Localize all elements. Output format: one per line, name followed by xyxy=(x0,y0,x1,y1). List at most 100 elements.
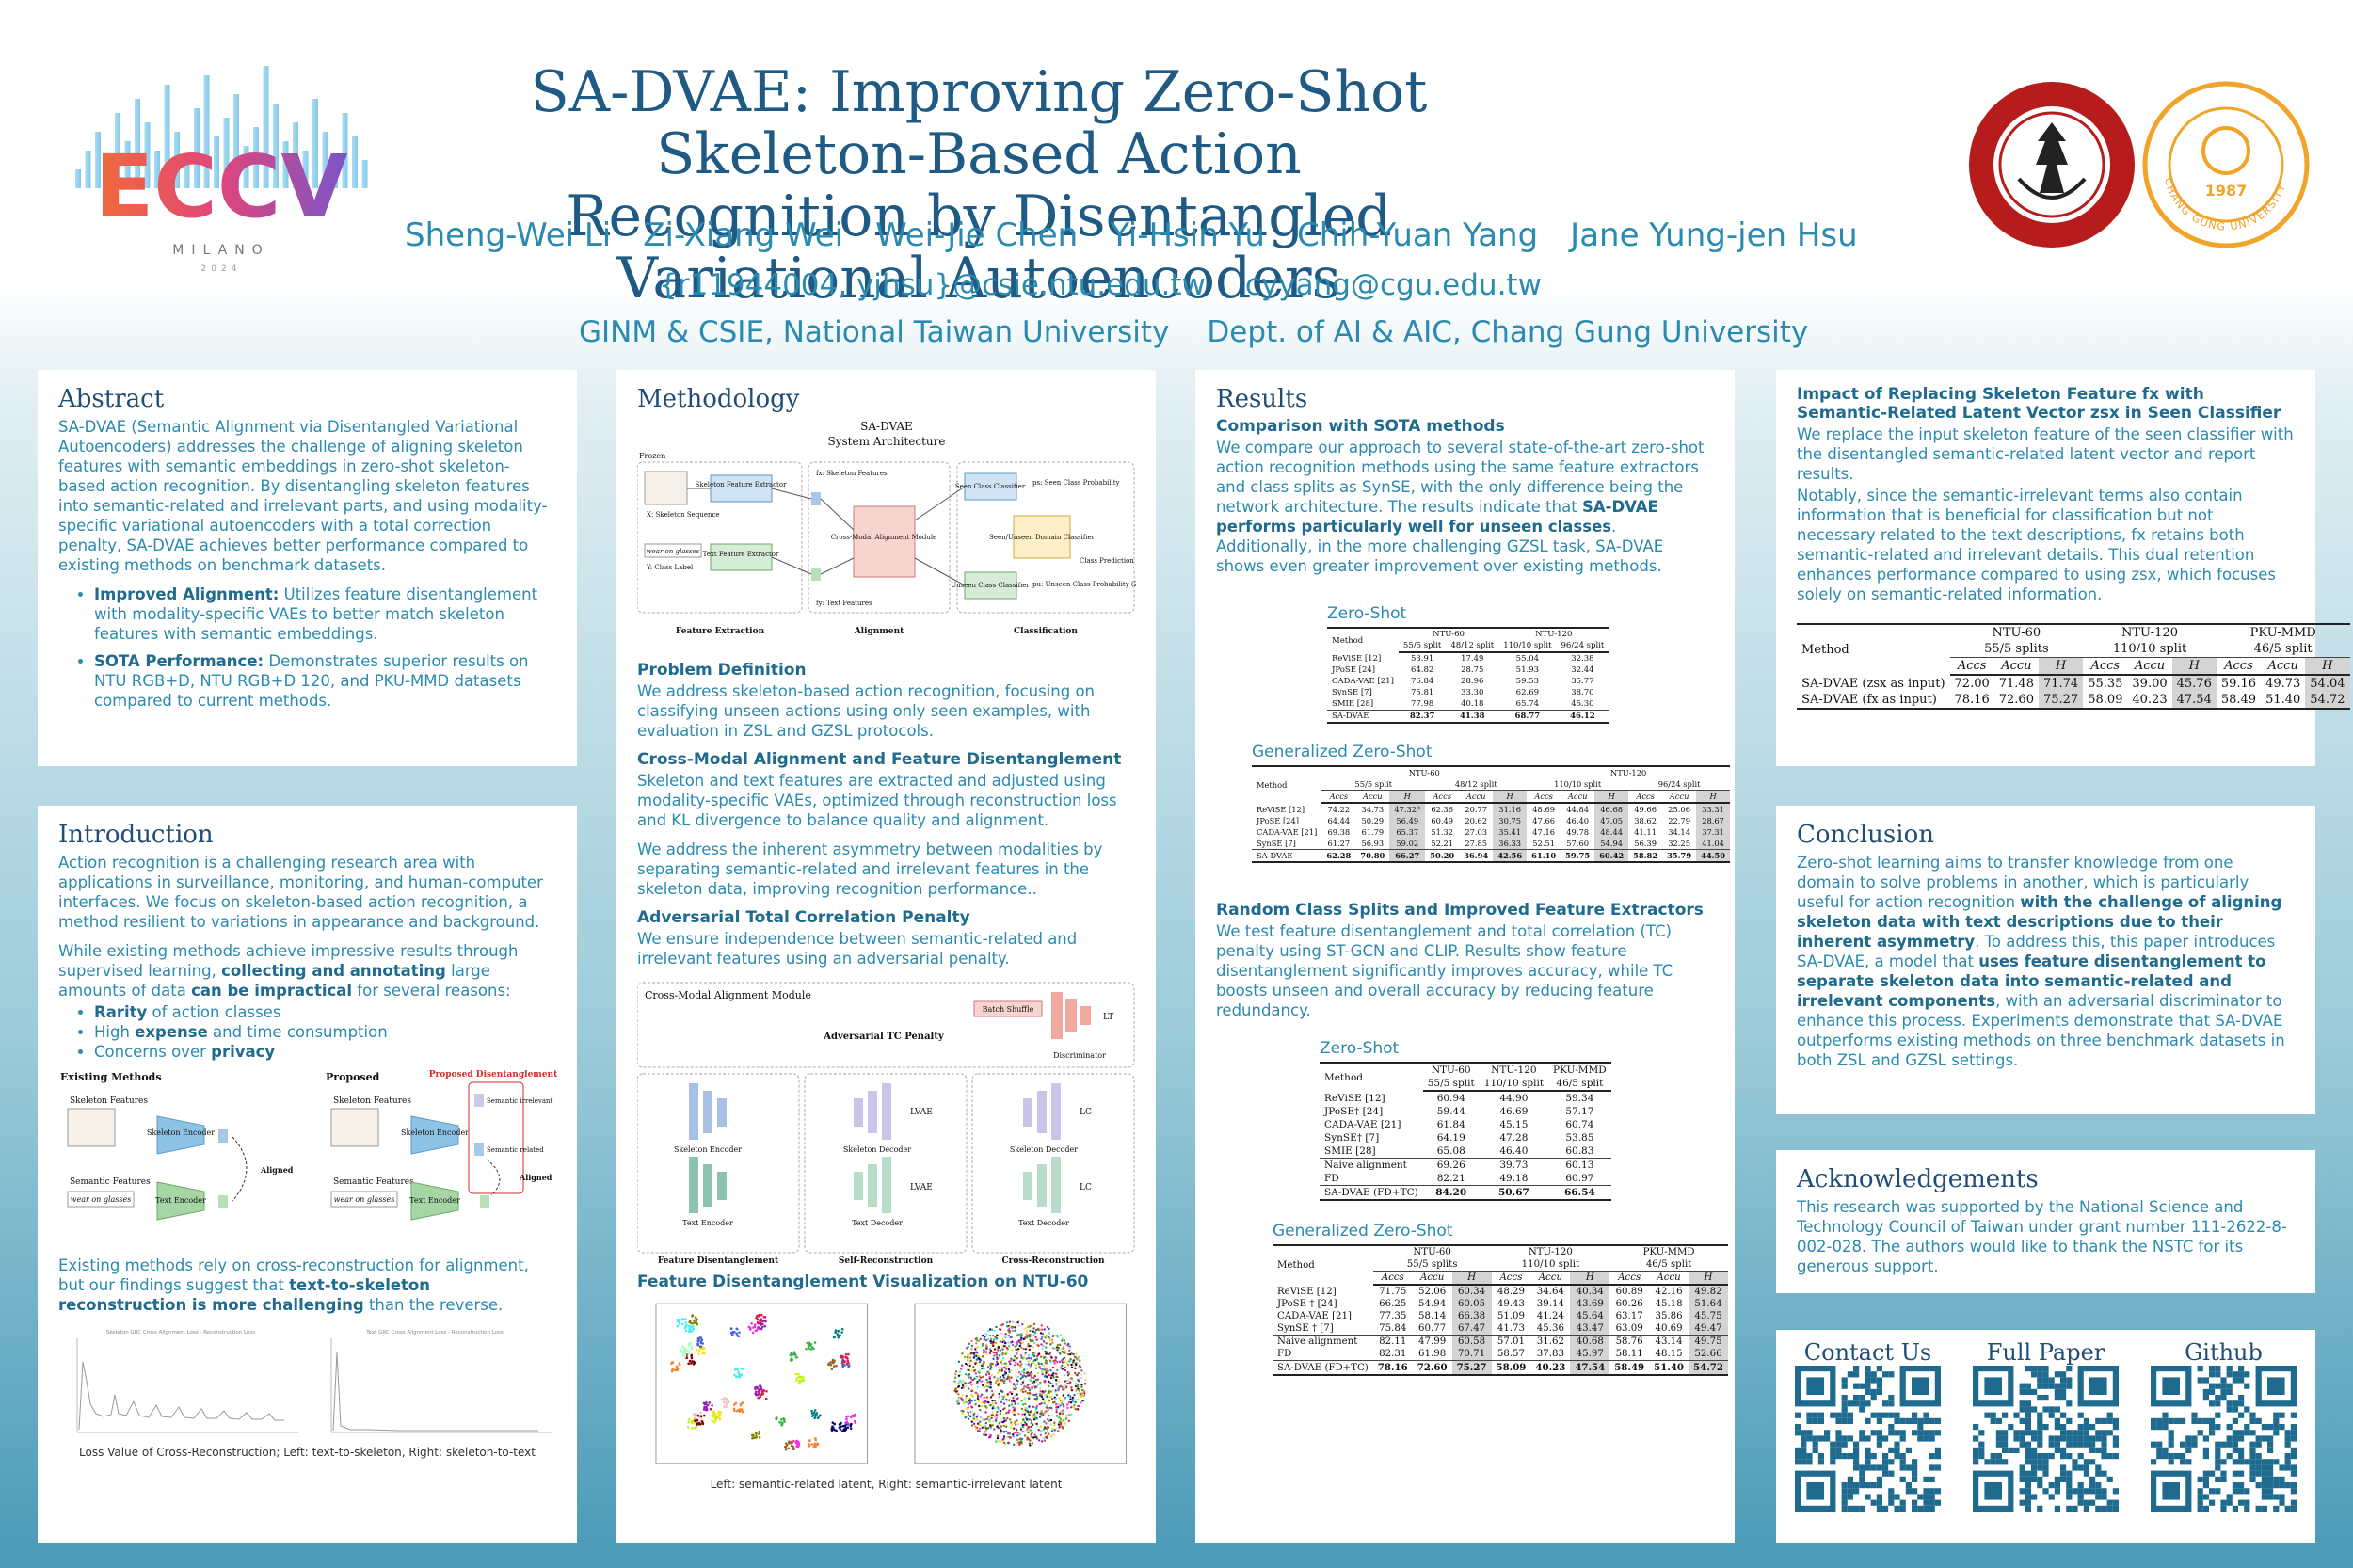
github-qr-code[interactable] xyxy=(2151,1366,2297,1512)
fig2-lvae-2: LVAE xyxy=(910,1183,933,1192)
cell: 71.48 xyxy=(1998,677,2034,691)
zs-title: Zero-Shot xyxy=(1327,604,1407,623)
cell: 41.04 xyxy=(1696,838,1731,850)
row-method: SA-DVAE (fx as input) xyxy=(1797,692,1950,710)
tsne-plots xyxy=(637,1299,1135,1478)
author-3: Wei-Jie Chen xyxy=(875,216,1079,254)
cell: 51.40 xyxy=(1649,1360,1689,1376)
cell: 59.53 xyxy=(1515,677,1540,686)
abstract-bullets: Improved Alignment: Utilizes feature dis… xyxy=(58,584,556,711)
sub-header: H xyxy=(1451,1271,1492,1286)
table-row: ReViSE [12] 53.91 17.49 55.04 32.38 xyxy=(1327,652,1609,664)
group-header: PKU-MMD xyxy=(2216,623,2350,641)
author-list: Sheng-Wei Li Zi-Xiang Wei Wei-Jie Chen Yi-H… xyxy=(405,216,1958,254)
affil-ntu: GINM & CSIE, National Taiwan University xyxy=(579,315,1170,349)
cell: 55.35 xyxy=(2088,677,2123,691)
fig2-batch: Batch Shuffle xyxy=(983,1005,1034,1014)
row-method: Naive alignment xyxy=(1273,1335,1373,1348)
cell: 40.34 xyxy=(1570,1285,1610,1298)
cell: 58.82 xyxy=(1628,849,1663,863)
contact-qr-code[interactable] xyxy=(1795,1366,1941,1512)
intro-heading: Introduction xyxy=(58,821,214,849)
ack-panel: Acknowledgements This research was suppo… xyxy=(1776,1150,2315,1293)
github-label: Github xyxy=(2185,1339,2263,1366)
split-header: 96/24 split xyxy=(1628,778,1731,791)
github-block[interactable]: Github xyxy=(2151,1339,2297,1515)
group-header: NTU-120 xyxy=(1498,627,1609,640)
split-header: 55/5 split xyxy=(1398,640,1447,653)
cell: 45.15 xyxy=(1499,1119,1529,1130)
cell: 77.35 xyxy=(1379,1311,1407,1321)
row-method: ReViSE [12] xyxy=(1257,804,1305,814)
cell: 43.14 xyxy=(1649,1335,1689,1348)
row-method: JPoSE [24] xyxy=(1257,816,1299,825)
affiliations: GINM & CSIE, National Taiwan University D… xyxy=(579,315,1808,349)
cell: 46.40 xyxy=(1499,1145,1529,1157)
zs2-table-block: Zero-Shot Method NTU-60 NTU-120 PKU-MMD 55/5… xyxy=(1320,1039,1714,1201)
row-method: FD xyxy=(1277,1349,1292,1359)
fig-aligned-l: Aligned xyxy=(260,1165,294,1175)
cell: 51.32 xyxy=(1431,827,1454,837)
paper-qr-code[interactable] xyxy=(1973,1366,2119,1512)
cell: 64.44 xyxy=(1327,816,1351,825)
affil-cgu: Dept. of AI & AIC, Chang Gung University xyxy=(1207,315,1809,349)
cell: 58.09 xyxy=(2083,692,2128,710)
vis-heading: Feature Disentanglement Visualization on… xyxy=(637,1272,1089,1291)
sub-header: Accs xyxy=(2216,657,2262,676)
sub-header: Accu xyxy=(1662,790,1697,804)
cell: 58.09 xyxy=(1491,1360,1531,1376)
cell: 37.83 xyxy=(1536,1349,1564,1359)
sub-header: Accu xyxy=(2127,657,2172,676)
table-row-ours: SA-DVAE (FD+TC) 78.16 72.60 75.27 58.09 40.23… xyxy=(1273,1360,1728,1376)
fig2-sd-1: Skeleton Decoder xyxy=(843,1145,911,1154)
fig2-cma-title: Cross-Modal Alignment Module xyxy=(645,989,811,1001)
split-header: 48/12 split xyxy=(1446,640,1499,653)
arch-fy: fy: Text Features xyxy=(816,600,872,607)
group-header: NTU-60 xyxy=(1372,1244,1492,1258)
abstract-heading: Abstract xyxy=(58,385,165,413)
table-row: ReViSE [12] 71.75 52.06 60.34 48.29 34.64 40.3… xyxy=(1273,1285,1728,1298)
sub-header: H xyxy=(2171,657,2217,676)
cell: 39.14 xyxy=(1536,1299,1564,1309)
sub-header: Accs xyxy=(1527,790,1561,804)
conf-year: 2024 xyxy=(201,264,242,274)
cma-module-figure: Cross-Modal Alignment Module Adversarial… xyxy=(636,978,1135,1266)
cell: 46.12 xyxy=(1556,710,1609,724)
cell: 57.60 xyxy=(1566,839,1590,848)
arch-class-label: Y: Class Label xyxy=(646,564,694,571)
cell: 32.25 xyxy=(1668,839,1690,848)
sub-header: Accs xyxy=(1491,1271,1531,1286)
cell: 45.30 xyxy=(1571,699,1594,709)
sub-header: Accu xyxy=(1412,1271,1452,1286)
cell: 71.74 xyxy=(2038,675,2084,692)
cell: 58.11 xyxy=(1615,1349,1643,1359)
contact-block[interactable]: Contact Us xyxy=(1795,1339,1941,1515)
cell: 49.43 xyxy=(1497,1299,1526,1309)
row-method: ReViSE [12] xyxy=(1324,1092,1385,1104)
cell: 25.06 xyxy=(1668,805,1690,814)
fig-proposed-label: Proposed xyxy=(326,1071,380,1083)
cmp-text: We compare our approach to several state… xyxy=(1216,439,1705,575)
fig-sem-label-r: Semantic Features xyxy=(333,1177,414,1187)
cell: 31.62 xyxy=(1530,1335,1571,1348)
methodology-panel: Methodology SA-DVAE System Architecture … xyxy=(616,370,1160,1543)
row-method: SA-DVAE xyxy=(1327,710,1399,724)
fig-skel-label-l: Skeleton Features xyxy=(70,1096,148,1106)
cell: 49.73 xyxy=(2265,677,2301,691)
cell: 43.69 xyxy=(1570,1298,1610,1310)
cell: 47.54 xyxy=(2171,692,2217,710)
cell: 48.15 xyxy=(1655,1349,1683,1359)
cell: 58.49 xyxy=(2216,692,2262,710)
cell: 35.41 xyxy=(1493,826,1528,838)
cell: 77.98 xyxy=(1410,699,1434,709)
cell: 42.56 xyxy=(1493,849,1528,863)
cell: 58.76 xyxy=(1609,1335,1650,1348)
cell: 57.01 xyxy=(1491,1335,1531,1348)
paper-block[interactable]: Full Paper xyxy=(1973,1339,2119,1515)
table-row-ours: SA-DVAE 82.37 41.38 68.77 46.12 xyxy=(1327,710,1609,724)
fig2-sr: Self-Reconstruction xyxy=(839,1256,934,1265)
split-header: 46/5 split xyxy=(1609,1258,1728,1272)
table-row: Naive alignment 69.26 39.73 60.13 xyxy=(1320,1158,1611,1172)
cell: 60.89 xyxy=(1615,1287,1643,1297)
cell: 54.94 xyxy=(1418,1299,1447,1309)
